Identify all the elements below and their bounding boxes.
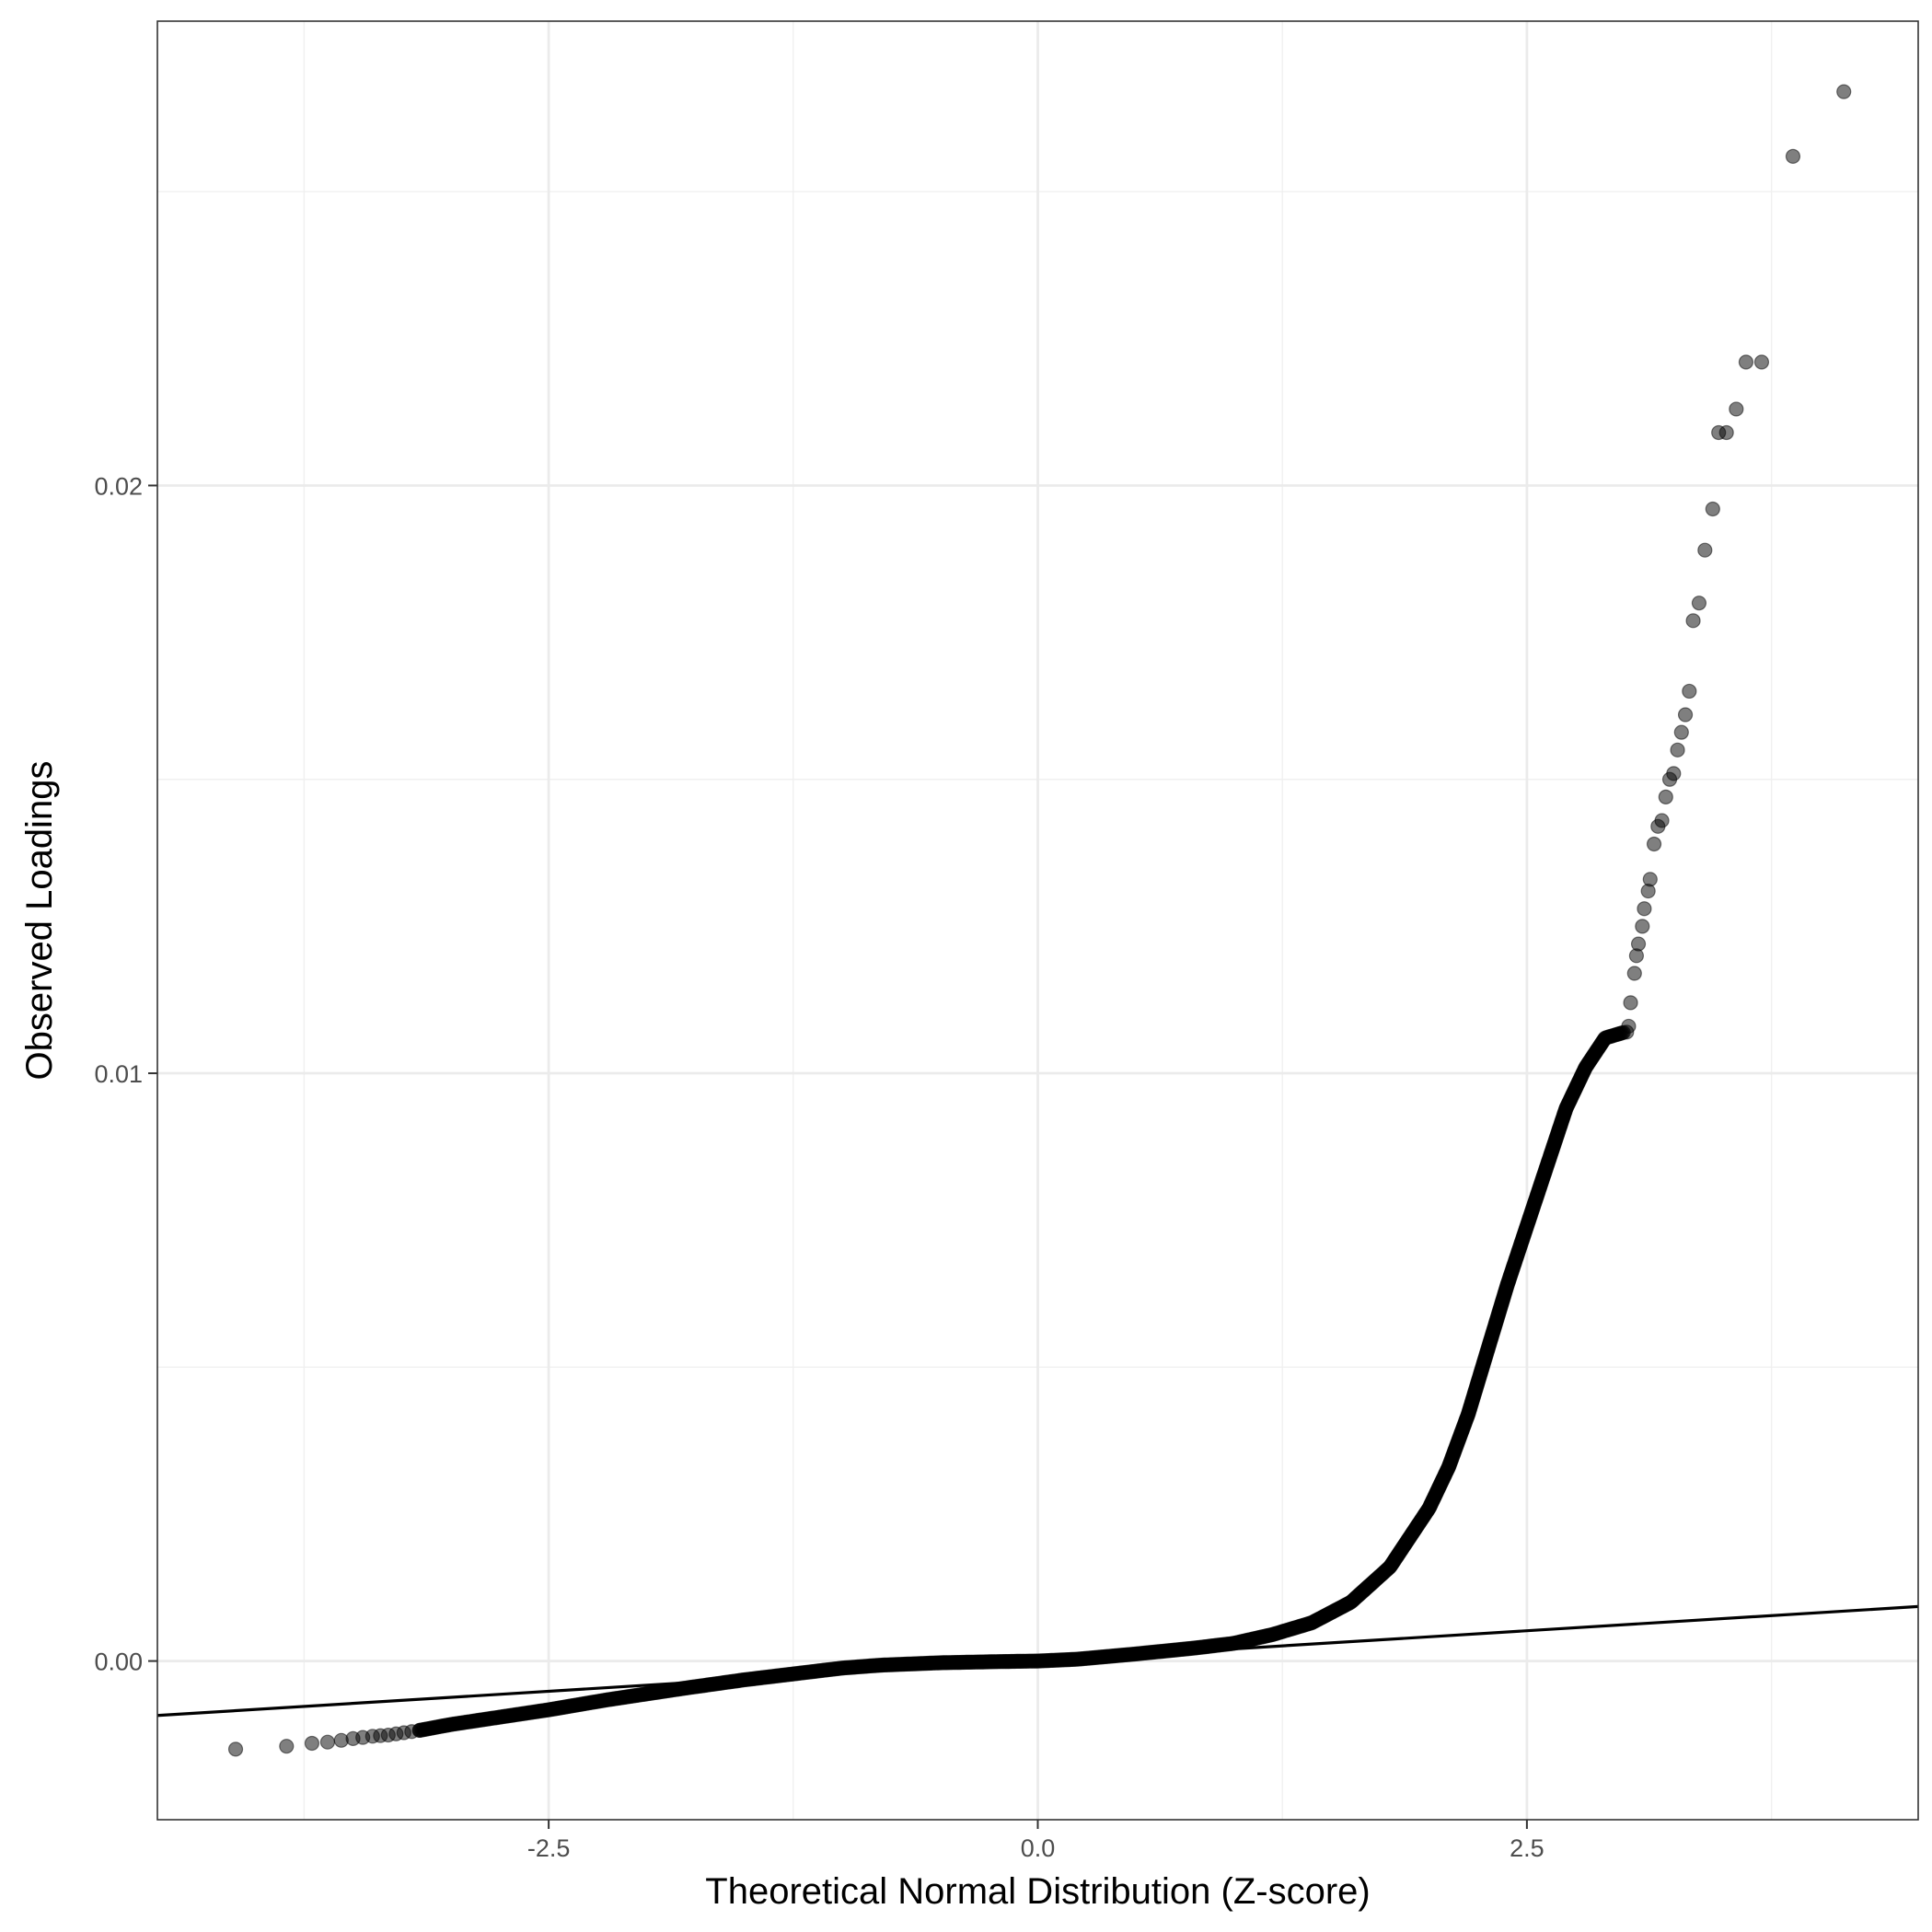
data-point [319, 1734, 336, 1750]
data-point [1705, 501, 1720, 517]
data-point [1753, 354, 1770, 370]
data-point [227, 1741, 244, 1757]
data-point [304, 1735, 320, 1752]
data-point [1836, 84, 1852, 99]
data-point [411, 1722, 427, 1739]
data-points [227, 84, 1852, 1757]
x-axis-ticks: -2.5 0.0 2.5 [527, 1820, 1544, 1862]
data-point [1729, 401, 1744, 417]
x-tick-label: -2.5 [527, 1834, 571, 1862]
x-axis-title: Theoretical Normal Distribution (Z-score… [705, 1871, 1370, 1912]
data-point [1650, 818, 1666, 834]
data-point [1673, 724, 1689, 740]
data-point [279, 1739, 295, 1754]
data-point [1646, 836, 1662, 852]
data-point [1640, 883, 1656, 899]
x-tick-label: 0.0 [1021, 1834, 1056, 1862]
y-tick-label: 0.02 [94, 472, 143, 500]
data-point [1628, 948, 1645, 964]
data-point [1626, 966, 1642, 981]
data-point [1661, 771, 1678, 787]
data-point [1785, 148, 1801, 164]
data-point [1619, 1024, 1635, 1040]
grid-lines [157, 21, 1918, 1820]
data-point [1677, 707, 1694, 723]
x-tick-label: 2.5 [1510, 1834, 1544, 1862]
data-point [1623, 995, 1638, 1011]
data-point [1711, 424, 1727, 441]
y-tick-label: 0.00 [94, 1649, 143, 1676]
data-point [1670, 742, 1685, 758]
data-point [1637, 901, 1652, 917]
y-axis-ticks: 0.00 0.01 0.02 [94, 472, 157, 1676]
y-tick-label: 0.01 [94, 1060, 143, 1088]
y-axis-title: Observed Loadings [19, 761, 60, 1081]
data-point [1658, 789, 1673, 805]
data-point [1738, 354, 1754, 370]
data-point [1682, 683, 1697, 700]
data-point [1691, 596, 1707, 611]
data-point [1635, 919, 1650, 934]
data-point [1685, 613, 1701, 629]
data-point [1697, 542, 1713, 558]
